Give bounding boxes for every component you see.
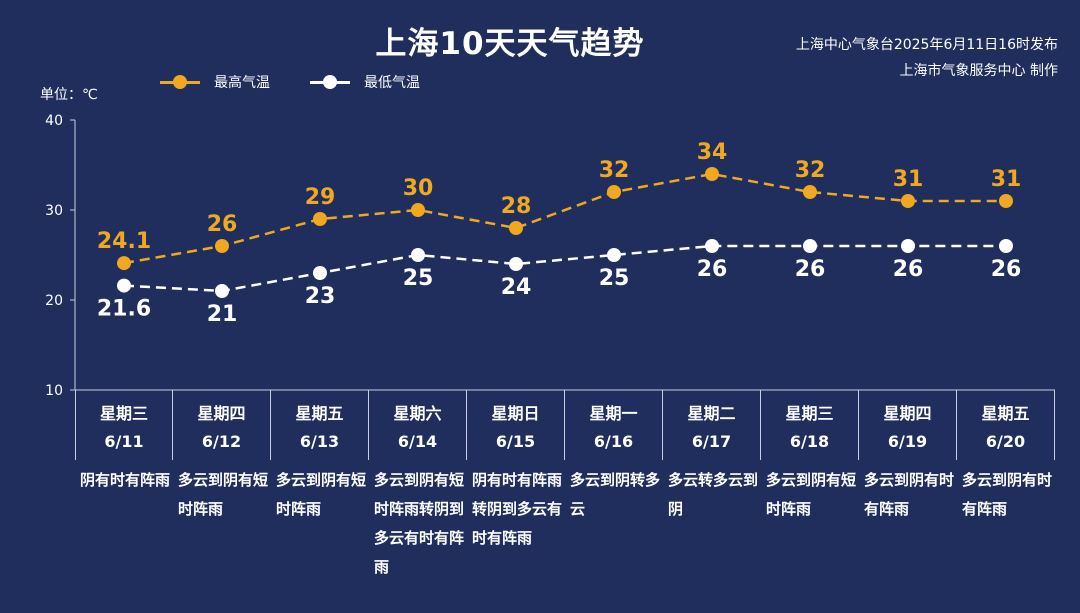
date-label: 6/13 <box>299 432 340 451</box>
data-label-high: 28 <box>501 194 532 219</box>
data-point-low <box>509 257 523 271</box>
date-label: 6/14 <box>397 432 438 451</box>
data-point-low <box>215 284 229 298</box>
data-point-low <box>607 248 621 262</box>
date-label: 6/20 <box>985 432 1026 451</box>
x-tick-label: 星期五 6/13 <box>271 390 369 460</box>
weather-description: 多云到阴有短时阵雨 <box>766 471 857 518</box>
weather-description: 多云转多云到阴 <box>668 471 759 518</box>
weather-description: 多云到阴有时有阵雨 <box>962 471 1053 518</box>
y-tick-label: 10 <box>45 383 63 399</box>
date-label: 6/12 <box>201 432 242 451</box>
data-label-low: 26 <box>697 257 728 282</box>
weekday-label: 星期三 <box>99 404 148 423</box>
x-tick-label: 星期三 6/18 <box>761 390 859 460</box>
x-tick-label: 星期日 6/15 <box>467 390 565 460</box>
legend-low-marker <box>310 74 350 89</box>
source-publish-line: 上海中心气象台2025年6月11日16时发布 <box>795 37 1058 53</box>
chart-title: 上海10天天气趋势 <box>375 26 645 62</box>
data-point-low <box>999 239 1013 253</box>
data-point-high <box>313 212 327 226</box>
data-point-high <box>901 194 915 208</box>
series-line-high <box>123 172 1006 265</box>
date-label: 6/11 <box>104 432 144 451</box>
date-label: 6/19 <box>887 432 928 451</box>
weather-description-row: 阴有时有阵雨 多云到阴有短时阵雨 多云到阴有短时阵雨 多云到阴有短时阵雨转阴到多云有时… <box>80 466 1060 582</box>
data-label-high: 31 <box>893 167 924 192</box>
weather-description: 阴有时有阵雨转阴到多云有时有阵雨 <box>472 471 563 547</box>
data-label-low: 25 <box>403 266 434 291</box>
date-label: 6/16 <box>593 432 634 451</box>
source-producer-line: 上海市气象服务中心 制作 <box>899 63 1058 79</box>
date-label: 6/15 <box>495 432 536 451</box>
legend-low-label: 最低气温 <box>364 75 420 91</box>
weather-description: 多云到阴有短时阵雨 <box>178 471 269 518</box>
y-tick-label: 30 <box>45 203 63 219</box>
weather-description: 阴有时有阵雨 <box>80 471 171 489</box>
data-label-high: 31 <box>991 167 1022 192</box>
data-label-low: 25 <box>599 266 630 291</box>
x-tick-label: 星期四 6/19 <box>859 390 957 460</box>
weather-description: 多云到阴有时有阵雨 <box>864 471 955 518</box>
x-tick-label: 星期五 6/20 <box>957 390 1055 460</box>
data-point-low <box>411 248 425 262</box>
data-label-high: 32 <box>599 158 630 183</box>
date-axis-row: 星期三 6/11 星期四 6/12 星期五 6/13 星期六 6/14 星期日 6/15 星期一 6/… <box>75 390 1055 460</box>
weather-description: 多云到阴有短时阵雨转阴到多云有时有阵雨 <box>374 471 465 576</box>
weekday-label: 星期五 <box>295 404 344 423</box>
weekday-label: 星期三 <box>785 404 834 423</box>
data-label-high: 32 <box>795 158 826 183</box>
data-point-high <box>509 221 523 235</box>
weekday-label: 星期四 <box>883 404 932 423</box>
series-line-low <box>123 244 1006 293</box>
date-label: 6/17 <box>691 432 732 451</box>
data-point-high <box>215 239 229 253</box>
y-tick-label: 20 <box>45 293 63 309</box>
data-point-low <box>313 266 327 280</box>
data-point-high <box>803 185 817 199</box>
legend-low-temperature: 最低气温 <box>310 72 420 92</box>
x-tick-label: 星期四 6/12 <box>173 390 271 460</box>
x-tick-label: 星期一 6/16 <box>565 390 663 460</box>
data-label-high: 29 <box>305 185 336 210</box>
x-tick-label: 星期六 6/14 <box>369 390 467 460</box>
data-point-high <box>999 194 1013 208</box>
legend-high-marker <box>160 74 200 89</box>
data-point-high <box>705 167 719 181</box>
data-label-low: 24 <box>501 275 532 300</box>
data-label-low: 23 <box>305 284 336 309</box>
data-label-low: 21 <box>207 302 238 327</box>
data-point-high <box>607 185 621 199</box>
data-point-high <box>117 256 131 271</box>
data-point-low <box>705 239 719 253</box>
data-label-high: 30 <box>403 176 434 201</box>
data-point-low <box>803 239 817 253</box>
data-label-high: 34 <box>697 140 728 165</box>
data-label-low: 26 <box>795 257 826 282</box>
weekday-label: 星期二 <box>687 404 736 423</box>
weekday-label: 星期日 <box>491 404 540 423</box>
weather-description: 多云到阴转多云 <box>570 471 661 518</box>
data-point-low <box>901 239 915 253</box>
weekday-label: 星期五 <box>981 404 1030 423</box>
x-tick-label: 星期二 6/17 <box>663 390 761 460</box>
weekday-label: 星期一 <box>589 404 638 423</box>
data-label-high: 24.1 <box>97 229 151 254</box>
x-tick-label: 星期三 6/11 <box>75 390 173 460</box>
weekday-label: 星期六 <box>393 404 442 423</box>
data-point-low <box>117 278 131 293</box>
weather-description: 多云到阴有短时阵雨 <box>276 471 367 518</box>
y-axis-unit-label: 单位：℃ <box>40 87 98 103</box>
data-label-high: 26 <box>207 212 238 237</box>
data-label-low: 26 <box>991 257 1022 282</box>
data-point-high <box>411 203 425 217</box>
legend-high-temperature: 最高气温 <box>160 72 270 92</box>
y-tick-label: 40 <box>45 113 63 129</box>
legend-high-label: 最高气温 <box>214 75 270 91</box>
weekday-label: 星期四 <box>197 404 246 423</box>
date-label: 6/18 <box>789 432 830 451</box>
data-label-low: 21.6 <box>97 297 151 322</box>
data-label-low: 26 <box>893 257 924 282</box>
